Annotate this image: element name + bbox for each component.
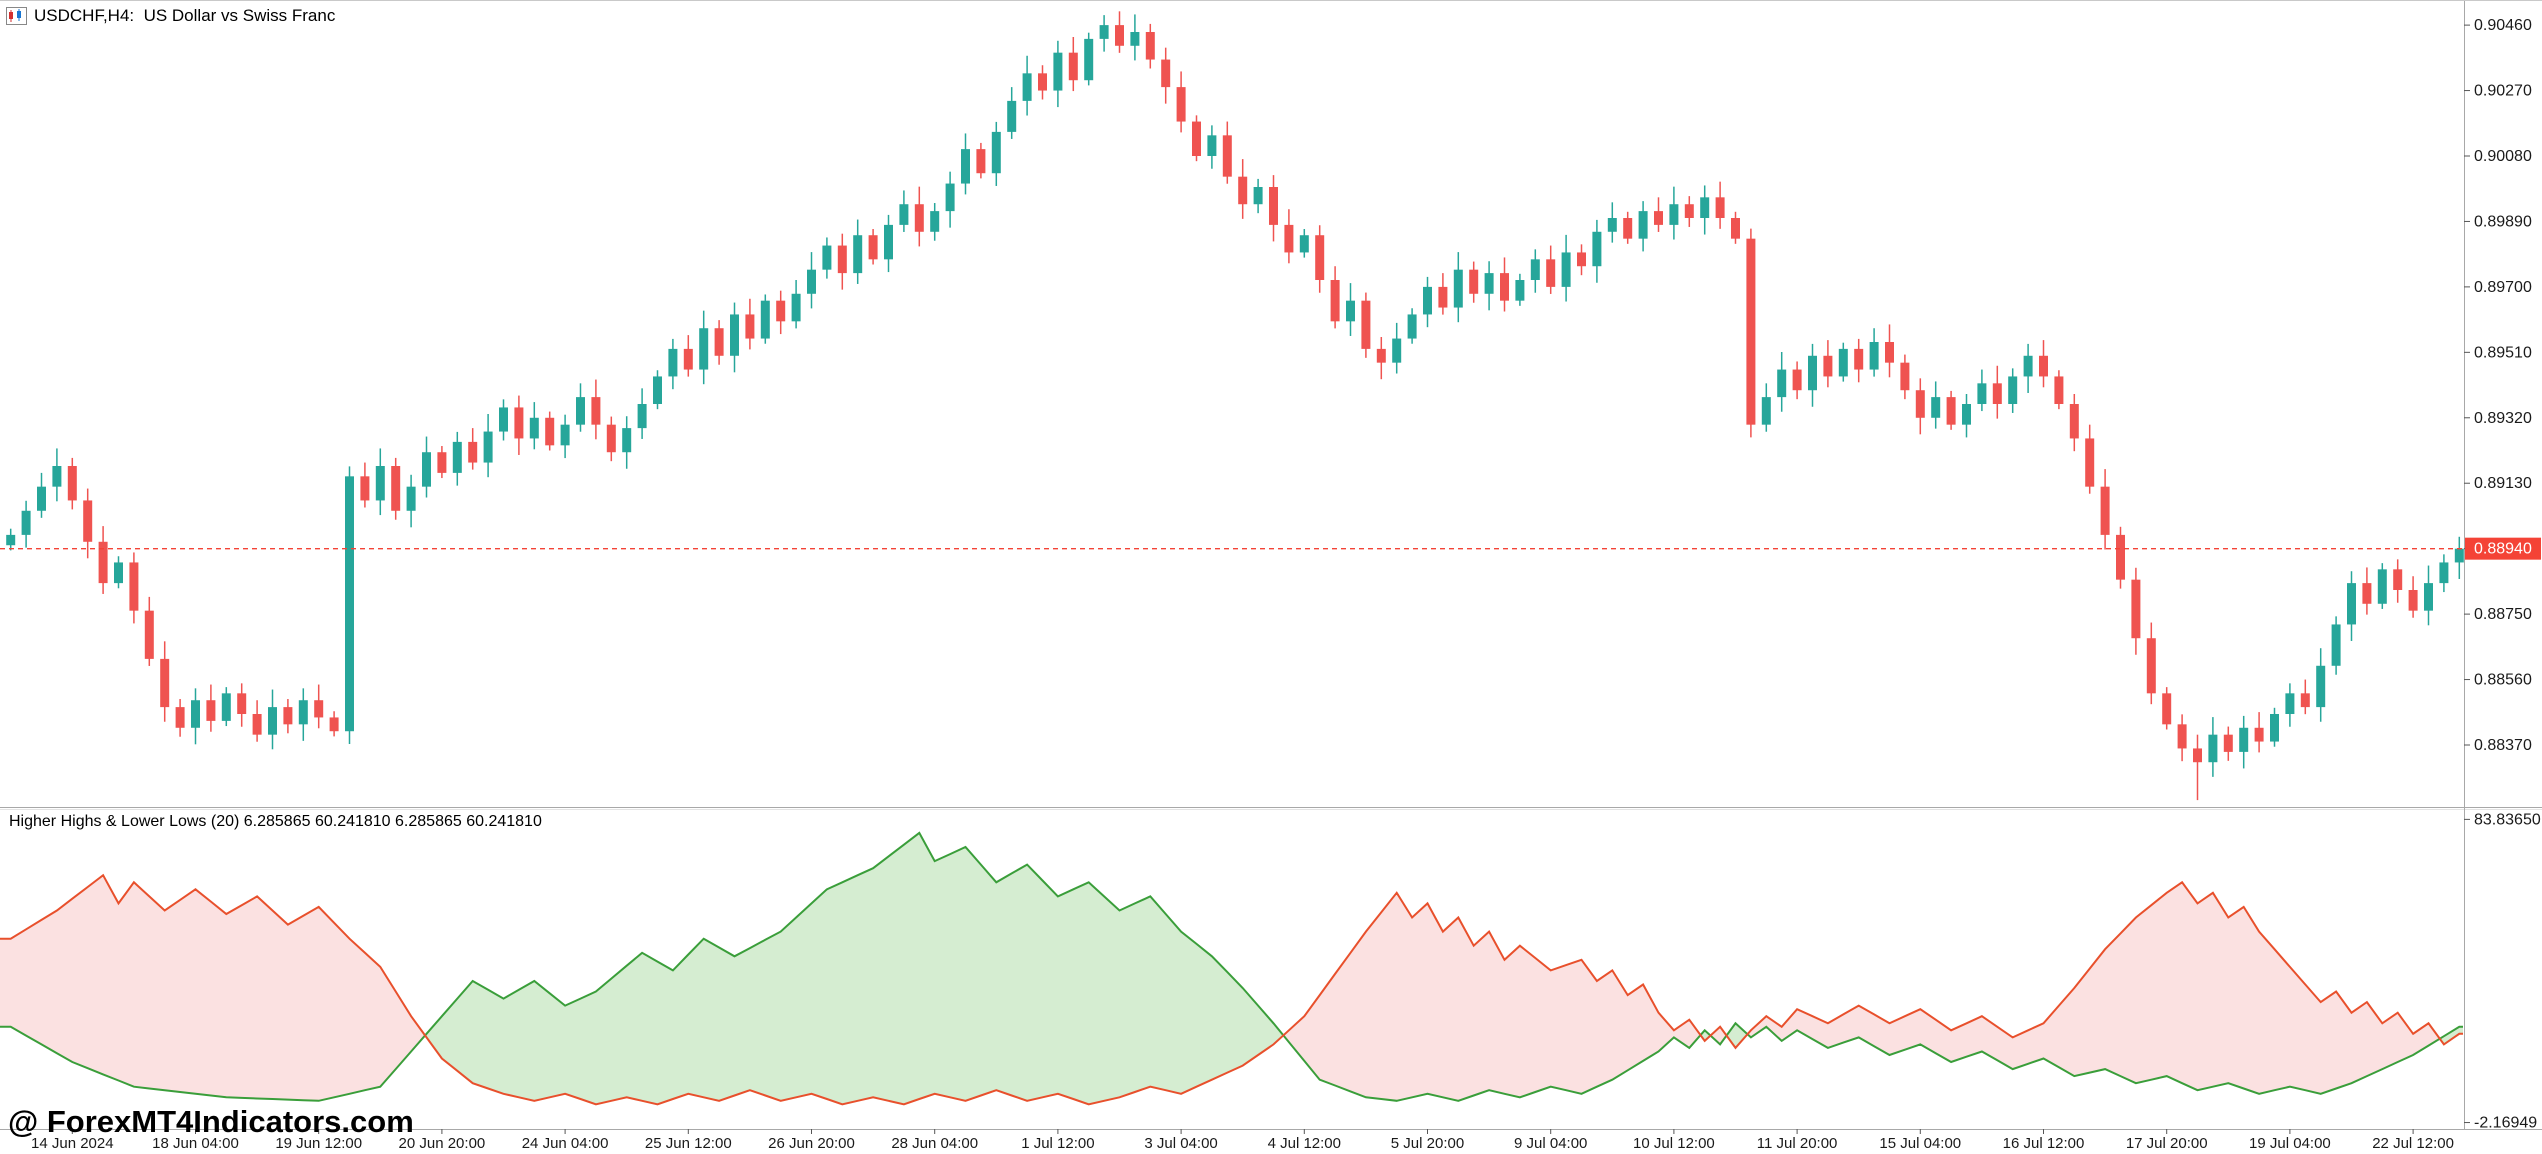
svg-text:20 Jun 20:00: 20 Jun 20:00 [399,1135,486,1152]
svg-text:14 Jun 2024: 14 Jun 2024 [31,1135,114,1152]
svg-text:15 Jul 04:00: 15 Jul 04:00 [1879,1135,1961,1152]
svg-text:10 Jul 12:00: 10 Jul 12:00 [1633,1135,1715,1152]
svg-text:0.90270: 0.90270 [2474,83,2532,100]
time-axis[interactable]: 14 Jun 2024 18 Jun 04:00 19 Jun 12:00 20 Ju… [31,1129,2454,1152]
chart-title-bar: USDCHF,H4: US Dollar vs Swiss Franc [6,6,335,26]
svg-text:4 Jul 12:00: 4 Jul 12:00 [1268,1135,1341,1152]
svg-text:9 Jul 04:00: 9 Jul 04:00 [1514,1135,1587,1152]
watermark: @ ForexMT4Indicators.com [8,1104,414,1139]
svg-text:11 Jul 20:00: 11 Jul 20:00 [1757,1135,1838,1152]
pane-separators [0,1,2542,1130]
svg-text:18 Jun 04:00: 18 Jun 04:00 [152,1135,239,1152]
svg-text:28 Jun 04:00: 28 Jun 04:00 [891,1135,978,1152]
svg-text:19 Jun 12:00: 19 Jun 12:00 [275,1135,362,1152]
svg-text:26 Jun 20:00: 26 Jun 20:00 [768,1135,855,1152]
svg-text:3 Jul 04:00: 3 Jul 04:00 [1144,1135,1217,1152]
chart-window-icon [6,7,27,25]
indicator-pane[interactable] [0,810,2464,1129]
main-chart-pane[interactable] [0,1,2464,807]
svg-text:0.90460: 0.90460 [2474,17,2532,34]
svg-text:17 Jul 20:00: 17 Jul 20:00 [2126,1135,2208,1152]
svg-text:0.88750: 0.88750 [2474,606,2532,623]
svg-text:0.89320: 0.89320 [2474,410,2532,427]
svg-text:0.88560: 0.88560 [2474,672,2532,689]
svg-text:83.83650: 83.83650 [2474,811,2541,828]
svg-text:0.89700: 0.89700 [2474,279,2532,296]
svg-text:1 Jul 12:00: 1 Jul 12:00 [1021,1135,1094,1152]
price-axis[interactable]: 0.90460 0.90270 0.90080 0.89890 0.89700 0.895… [2464,17,2541,1132]
indicator-label: Higher Highs & Lower Lows (20) 6.285865 … [9,813,542,830]
svg-text:0.88940: 0.88940 [2474,541,2532,558]
svg-text:-2.16949: -2.16949 [2474,1115,2537,1132]
svg-text:5 Jul 20:00: 5 Jul 20:00 [1391,1135,1464,1152]
svg-text:0.88370: 0.88370 [2474,737,2532,754]
svg-text:19 Jul 04:00: 19 Jul 04:00 [2249,1135,2331,1152]
svg-text:0.89510: 0.89510 [2474,344,2532,361]
chart-title-text: USDCHF,H4: US Dollar vs Swiss Franc [34,6,336,25]
svg-text:0.90080: 0.90080 [2474,148,2532,165]
svg-text:0.89130: 0.89130 [2474,475,2532,492]
svg-text:24 Jun 04:00: 24 Jun 04:00 [522,1135,609,1152]
svg-text:25 Jun 12:00: 25 Jun 12:00 [645,1135,732,1152]
svg-text:22 Jul 12:00: 22 Jul 12:00 [2372,1135,2454,1152]
svg-text:16 Jul 12:00: 16 Jul 12:00 [2003,1135,2085,1152]
svg-text:0.89890: 0.89890 [2474,213,2532,230]
